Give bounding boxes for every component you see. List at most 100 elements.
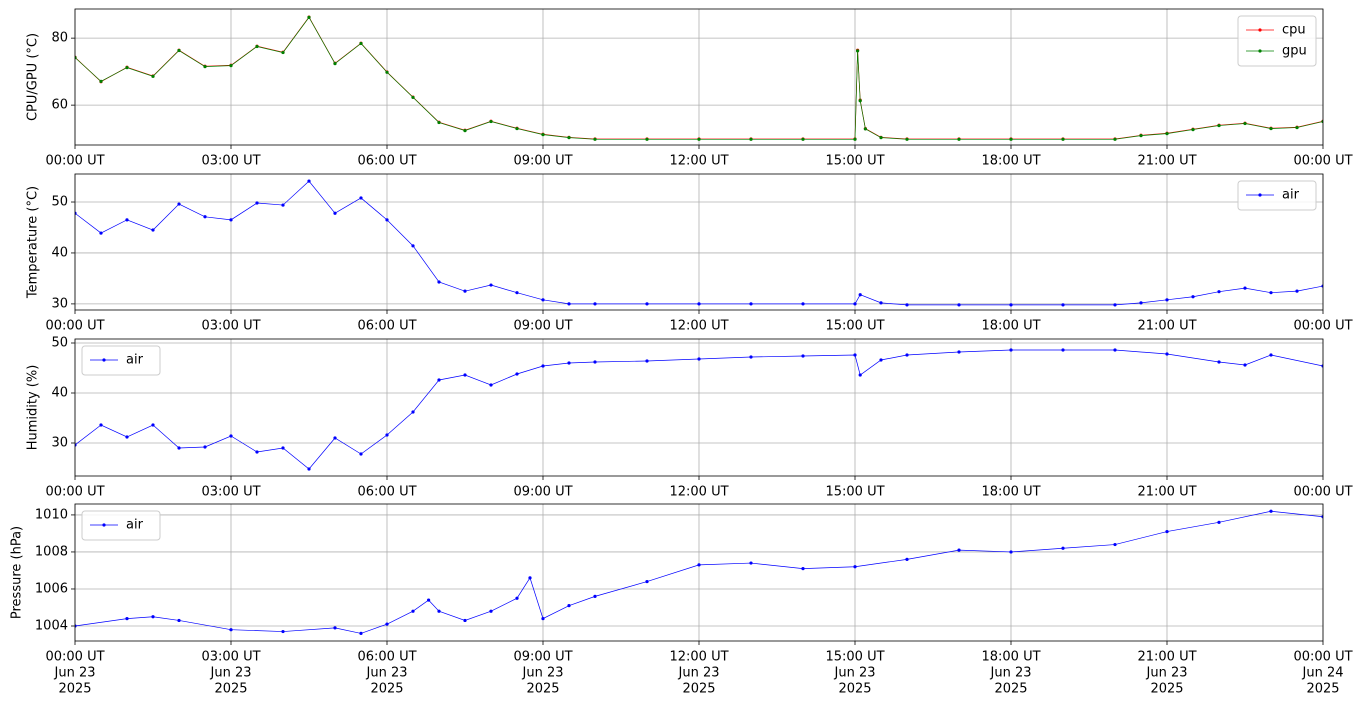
x-tick-label: 15:00 UT <box>825 154 884 169</box>
data-point <box>697 357 701 361</box>
x-tick-label: 2025 <box>526 682 559 697</box>
data-point <box>229 64 233 68</box>
series-line <box>75 349 1323 470</box>
data-point <box>567 136 571 140</box>
data-point <box>437 120 441 125</box>
data-point <box>1139 301 1143 305</box>
x-tick-label: 00:00 UT <box>1293 650 1352 665</box>
data-point <box>437 378 441 382</box>
legend-label: air <box>126 353 144 368</box>
x-tick-label: 00:00 UT <box>45 650 104 665</box>
y-axis-label: Pressure (hPa) <box>10 526 25 619</box>
data-point <box>1061 546 1065 550</box>
data-point <box>437 609 441 613</box>
data-point <box>125 66 129 70</box>
data-point <box>853 353 857 357</box>
data-point <box>359 196 363 200</box>
data-point <box>203 215 207 219</box>
x-tick-label: 21:00 UT <box>1137 485 1196 500</box>
data-point <box>463 128 467 133</box>
data-point <box>749 137 753 141</box>
data-point <box>541 133 545 137</box>
data-point <box>151 228 155 232</box>
x-tick-label: 18:00 UT <box>981 485 1040 500</box>
legend-marker <box>102 523 106 527</box>
data-point <box>229 628 233 632</box>
data-point <box>905 137 909 141</box>
x-tick-label: 18:00 UT <box>981 650 1040 665</box>
data-point <box>593 302 597 306</box>
data-point <box>125 435 129 439</box>
data-point <box>697 302 701 306</box>
data-point <box>411 609 415 613</box>
data-point <box>1243 363 1247 367</box>
data-point <box>905 557 909 561</box>
data-point <box>1269 126 1273 131</box>
x-tick-label: 2025 <box>214 682 247 697</box>
plot-area <box>75 348 1323 471</box>
data-point <box>957 350 961 354</box>
data-point <box>177 202 181 206</box>
data-point <box>645 302 649 306</box>
legend-label: cpu <box>1282 23 1306 38</box>
x-tick-label: Jun 23 <box>210 666 252 681</box>
x-tick-label: 2025 <box>370 682 403 697</box>
data-point <box>333 62 337 66</box>
data-point <box>567 604 571 608</box>
data-point <box>645 359 649 363</box>
data-point <box>1113 348 1117 352</box>
x-tick-label: Jun 23 <box>366 666 408 681</box>
data-point <box>1009 348 1013 352</box>
x-tick-label: 2025 <box>838 682 871 697</box>
data-point <box>125 218 129 222</box>
data-point <box>1165 298 1169 302</box>
data-point <box>515 372 519 376</box>
data-point <box>1269 509 1273 513</box>
x-tick-label: 12:00 UT <box>669 485 728 500</box>
x-tick-label: 06:00 UT <box>357 154 416 169</box>
data-point <box>1191 295 1195 299</box>
data-point <box>281 629 285 634</box>
legend-box <box>1237 15 1317 67</box>
data-point <box>255 450 259 454</box>
data-point <box>255 201 259 205</box>
x-tick-label: 15:00 UT <box>825 650 884 665</box>
y-tick-label: 1010 <box>35 507 68 522</box>
data-point <box>1243 286 1247 290</box>
x-tick-label: 12:00 UT <box>669 650 728 665</box>
data-point <box>879 136 883 140</box>
y-tick-label: 1006 <box>35 581 68 596</box>
x-tick-label: 12:00 UT <box>669 319 728 334</box>
data-point <box>255 44 259 49</box>
y-tick-label: 1008 <box>35 544 68 559</box>
data-point <box>801 567 805 571</box>
data-point <box>879 301 883 305</box>
data-point <box>541 616 545 621</box>
data-point <box>858 373 862 377</box>
y-tick-label: 50 <box>51 195 68 210</box>
x-tick-label: 2025 <box>58 682 91 697</box>
data-point <box>359 41 363 46</box>
data-point <box>528 576 532 580</box>
data-point <box>1061 137 1065 141</box>
data-point <box>905 303 909 307</box>
legend-box <box>81 345 161 376</box>
x-tick-label: 2025 <box>1306 682 1339 697</box>
data-point <box>151 615 155 619</box>
data-point <box>645 579 649 584</box>
data-point <box>1113 542 1117 547</box>
data-point <box>858 99 862 103</box>
legend-box <box>81 510 161 541</box>
data-point <box>385 70 389 74</box>
data-point <box>281 446 285 450</box>
data-point <box>593 137 597 141</box>
plot-area <box>75 15 1323 141</box>
x-tick-label: 2025 <box>682 682 715 697</box>
y-axis-label: Temperature (°C) <box>26 186 41 299</box>
data-point <box>856 49 860 53</box>
data-point <box>1217 290 1221 294</box>
data-point <box>333 436 337 440</box>
data-point <box>853 137 857 141</box>
y-tick-label: 30 <box>51 296 68 311</box>
data-point <box>515 291 519 295</box>
